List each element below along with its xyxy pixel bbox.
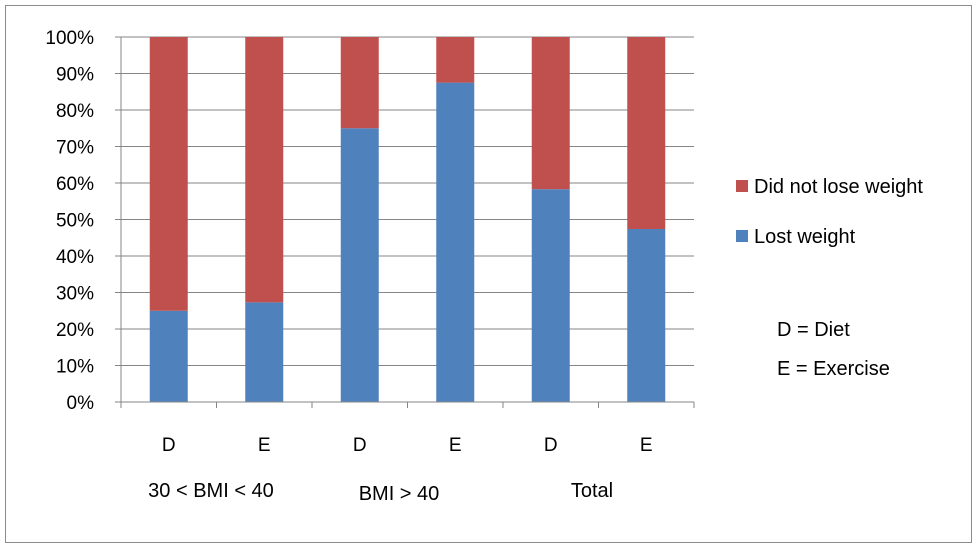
y-tick-label: 10% (56, 357, 94, 378)
annotation-text: D = Diet (777, 319, 850, 341)
annotations: D = Diet E = Exercise (777, 319, 890, 380)
group-label: BMI > 40 (359, 483, 440, 505)
y-tick-labels: 0% 10% 20% 30% 40% 50% 60% 70% 80% 90% 100% (45, 28, 94, 414)
y-tick-label: 50% (56, 211, 94, 232)
y-tick-label: 100% (45, 28, 94, 49)
x-tick-label: E (258, 435, 271, 456)
bars (149, 37, 666, 402)
x-tick-label: D (353, 435, 367, 456)
x-tick-label: E (640, 435, 653, 456)
bar-lost-weight (245, 302, 284, 402)
x-tick-label: D (544, 435, 558, 456)
annotation-text: E = Exercise (777, 358, 890, 380)
y-tick-label: 0% (67, 393, 95, 414)
group-label: Total (571, 480, 613, 502)
y-tick-label: 80% (56, 101, 94, 122)
x-tick-label: E (449, 435, 462, 456)
legend-swatch (736, 230, 748, 242)
bar-lost-weight (149, 310, 188, 402)
y-tick-label: 90% (56, 65, 94, 86)
y-tick-label: 60% (56, 174, 94, 195)
legend-label: Did not lose weight (754, 176, 923, 198)
legend-label: Lost weight (754, 226, 856, 248)
bar-lost-weight (436, 82, 475, 402)
y-tick-label: 30% (56, 284, 94, 305)
x-tick-label: D (162, 435, 176, 456)
y-tick-label: 40% (56, 247, 94, 268)
legend-swatch (736, 180, 748, 192)
bar-did-not-lose-weight (245, 37, 284, 303)
legend: Did not lose weight Lost weight (736, 176, 923, 248)
bar-lost-weight (531, 189, 570, 402)
bar-did-not-lose-weight (627, 37, 666, 229)
bar-did-not-lose-weight (531, 37, 570, 190)
group-labels: 30 < BMI < 40 BMI > 40 Total (148, 480, 613, 505)
bar-did-not-lose-weight (436, 37, 475, 83)
bar-did-not-lose-weight (149, 37, 188, 311)
y-tick-label: 70% (56, 138, 94, 159)
y-tick-label: 20% (56, 320, 94, 341)
bar-did-not-lose-weight (340, 37, 379, 129)
gridlines (121, 36, 694, 366)
bar-lost-weight (627, 228, 666, 402)
group-label: 30 < BMI < 40 (148, 480, 274, 502)
bar-lost-weight (340, 128, 379, 402)
axes (115, 36, 695, 408)
